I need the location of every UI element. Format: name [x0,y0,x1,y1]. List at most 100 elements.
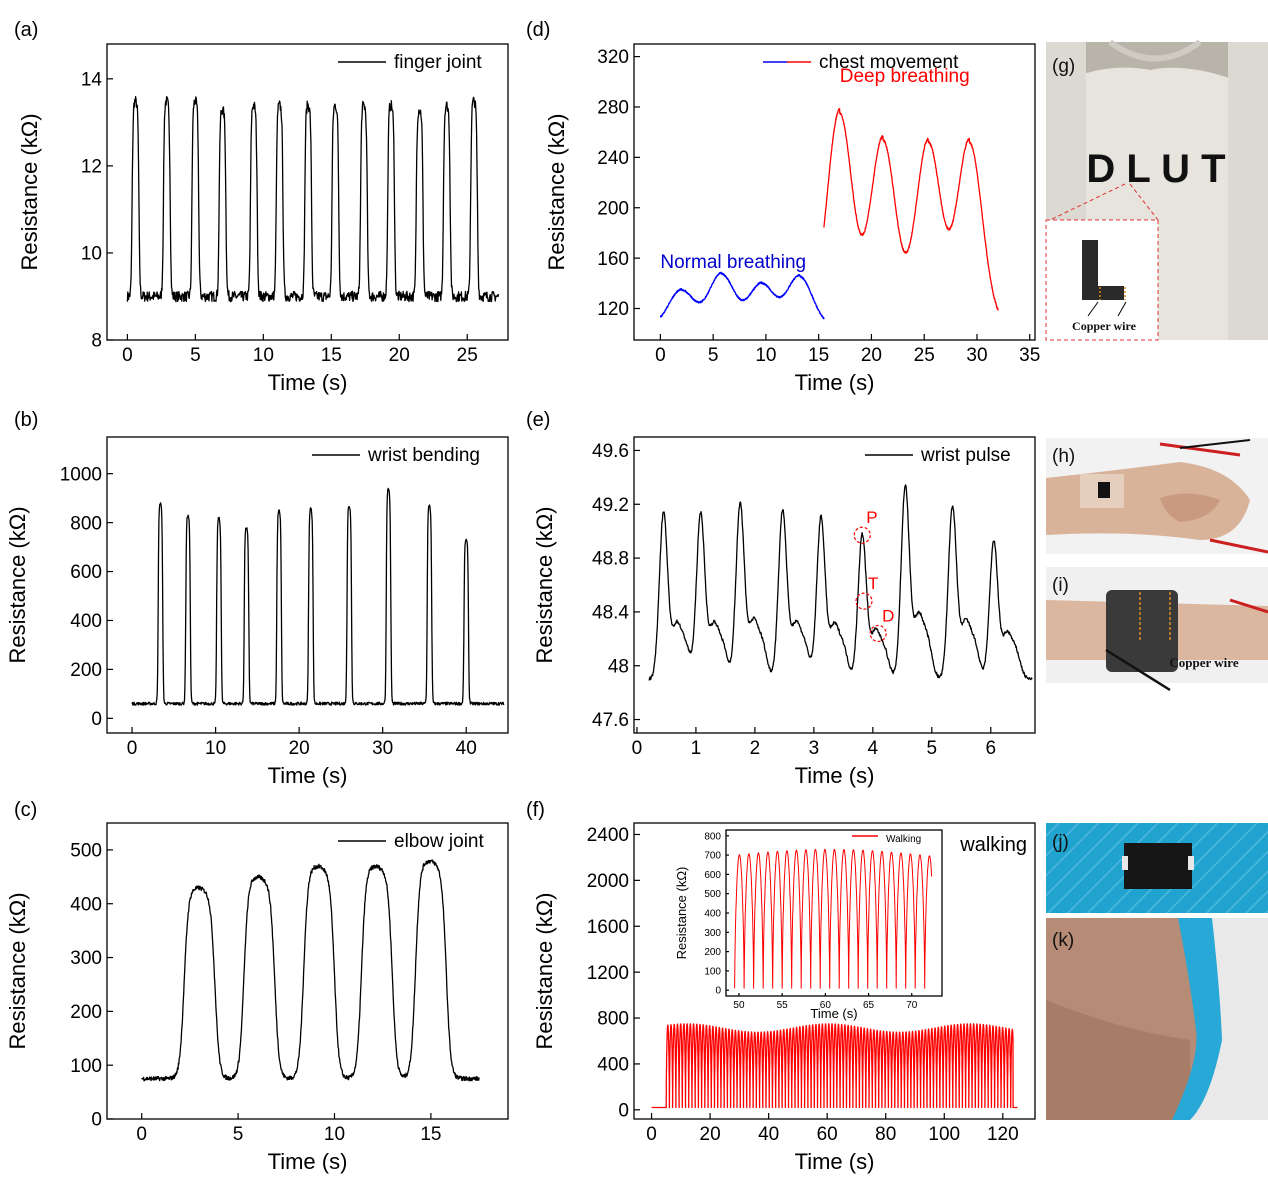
axes-frame [633,436,1036,734]
x-tick-label: 60 [817,1124,838,1145]
y-tick-label: 200 [704,947,721,958]
panel-label-e: (e) [526,409,550,431]
legend-label: elbow joint [394,831,484,852]
chart-wrist-pulse: 0 1 2 3 4 5 6 47.6 48 48.4 48.8 49.2 49.6 Time (s) Res… [532,436,1036,788]
y-tick-label: 48.8 [592,549,629,570]
x-axis-label: Time (s) [268,1149,348,1174]
y-axis-label: Resistance (kΩ) [532,506,557,663]
x-tick-label: 20 [700,1124,721,1145]
x-tick-label: 65 [863,1000,875,1011]
x-tick-label: 2 [750,738,761,759]
photo-knee-tape: (k) [1046,918,1268,1120]
series-line-1 [126,95,500,303]
marker-label-P: P [866,508,877,527]
panel-label-f: (f) [526,799,545,821]
series-line-1 [141,859,480,1082]
x-tick-label: 0 [127,738,138,759]
y-tick-label: 48.4 [592,603,629,624]
y-tick-label: 320 [597,47,629,68]
copper-wire-label-g: Copper wire [1072,319,1137,333]
y-tick-label: 10 [81,244,102,265]
x-tick-label: 10 [253,345,274,366]
x-tick-label: 1 [691,738,702,759]
x-tick-label: 10 [755,345,776,366]
x-tick-label: 70 [906,1000,918,1011]
y-tick-label: 1200 [587,963,629,984]
copper-wire-label-i: Copper wire [1169,655,1238,670]
panel-label-j: (j) [1052,832,1069,853]
x-tick-label: 5 [708,345,719,366]
y-tick-label: 8 [91,331,102,352]
x-axis-label: Time (s) [795,370,875,395]
x-tick-label: 10 [205,738,226,759]
panel-label-k: (k) [1052,930,1074,951]
y-tick-label: 600 [70,562,102,583]
x-axis-label: Time (s) [268,370,348,395]
y-tick-label: 160 [597,249,629,270]
x-tick-label: 35 [1019,345,1040,366]
x-tick-label: 100 [928,1124,960,1145]
y-tick-label: 300 [704,928,721,939]
x-tick-label: 30 [966,345,987,366]
x-tick-label: 40 [758,1124,779,1145]
y-axis-label: Resistance (kΩ) [17,113,42,270]
x-tick-label: 0 [646,1124,657,1145]
photo-tape-sensor: (j) [1046,823,1268,913]
x-tick-label: 25 [457,345,478,366]
y-tick-label: 12 [81,157,102,178]
marker-circle-P [853,526,871,544]
photo-wrist-sensor: (h) [1046,438,1268,554]
y-tick-label: 120 [597,299,629,320]
x-tick-label: 6 [985,738,996,759]
axes-frame [106,822,509,1120]
y-axis-label: Resistance (kΩ) [5,892,30,1049]
y-axis-label: Resistance (kΩ) [674,867,689,960]
x-axis-label: Time (s) [810,1006,857,1021]
axes-frame [106,43,509,341]
x-tick-label: 0 [655,345,666,366]
axes-frame [633,43,1036,341]
y-tick-label: 280 [597,98,629,119]
chart-finger-joint: 0 5 10 15 20 25 8 10 12 14 Time (s) Resistance (kΩ)… [17,43,509,395]
x-tick-label: 10 [324,1124,345,1145]
axes-frame [106,436,509,734]
y-tick-label: 1000 [60,464,102,485]
y-tick-label: 600 [704,870,721,881]
photo-wrist-band: Copper wire (i) [1046,567,1268,692]
x-tick-label: 20 [861,345,882,366]
y-tick-label: 49.2 [592,495,629,516]
y-tick-label: 400 [70,611,102,632]
y-tick-label: 47.6 [592,710,629,731]
series-line-1 [651,1023,1018,1109]
panel-label-b: (b) [14,409,38,431]
y-axis-label: Resistance (kΩ) [532,892,557,1049]
legend-label: Walking [886,834,921,845]
y-tick-label: 1600 [587,917,629,938]
legend-label: finger joint [394,52,482,73]
x-tick-label: 5 [190,345,201,366]
chart-elbow-joint: 0 5 10 15 0 100 200 300 400 500 Time (s) Resistance… [5,822,509,1174]
x-tick-label: 50 [733,1000,745,1011]
x-tick-label: 0 [136,1124,147,1145]
x-tick-label: 5 [233,1124,244,1145]
panel-label-a: (a) [14,19,38,41]
y-tick-label: 400 [70,894,102,915]
y-tick-label: 240 [597,148,629,169]
series-line-1 [648,484,1033,681]
x-tick-label: 25 [914,345,935,366]
x-axis-label: Time (s) [795,1149,875,1174]
series-line-1 [131,487,505,706]
x-tick-label: 0 [632,738,643,759]
x-tick-label: 3 [809,738,820,759]
series-line-1 [659,271,825,320]
y-tick-label: 2000 [587,871,629,892]
y-tick-label: 800 [597,1009,629,1030]
x-tick-label: 40 [456,738,477,759]
marker-circle-D [869,624,887,643]
y-tick-label: 100 [70,1056,102,1077]
x-tick-label: 5 [927,738,938,759]
legend-label: wrist bending [367,445,480,466]
y-tick-label: 800 [70,513,102,534]
